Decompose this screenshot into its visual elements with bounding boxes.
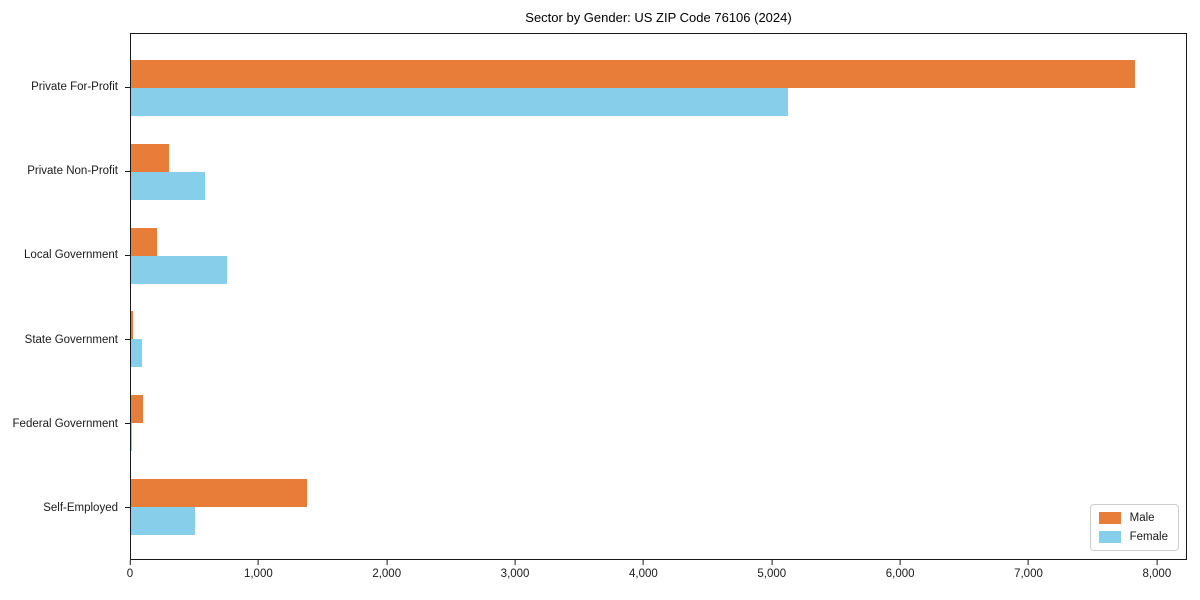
- bar-male: [131, 227, 157, 256]
- y-tick-label: State Government: [24, 333, 118, 346]
- bar-female: [131, 255, 228, 284]
- x-tick-mark: [1027, 560, 1029, 565]
- bar-group: [131, 214, 1186, 298]
- bar-male: [131, 395, 144, 424]
- x-tick: 0: [127, 560, 133, 580]
- bar-male: [131, 311, 133, 340]
- legend-item-male: Male: [1098, 512, 1168, 524]
- x-tick-label: 1,000: [243, 568, 273, 580]
- x-tick-label: 8,000: [1142, 568, 1172, 580]
- y-tick-mark: [125, 86, 130, 88]
- y-tick-label: Private Non-Profit: [27, 165, 118, 178]
- x-tick-label: 6,000: [885, 568, 915, 580]
- y-tick-mark: [125, 507, 130, 509]
- x-axis-ticks: 0 1,000 2,000 3,000 4,000 5,000 6,000 7,000 8,00…: [127, 560, 1187, 592]
- bar-male: [131, 143, 170, 172]
- x-tick-mark: [514, 560, 516, 565]
- x-tick: 1,000: [244, 560, 273, 580]
- y-tick-label: Self-Employed: [43, 501, 118, 514]
- y-tick-mark: [125, 170, 130, 172]
- x-tick-label: 4,000: [629, 568, 658, 580]
- x-tick: 7,000: [1014, 560, 1043, 580]
- x-tick-mark: [1156, 560, 1158, 565]
- x-tick-label: 7,000: [1014, 568, 1043, 580]
- plot-area: Male Female: [130, 33, 1187, 560]
- y-label-row: Private For-Profit: [0, 45, 130, 129]
- x-tick-label: 0: [126, 568, 134, 580]
- bar-group: [131, 297, 1186, 381]
- x-tick-label: 2,000: [372, 568, 402, 580]
- x-tick: 3,000: [500, 560, 530, 580]
- x-tick-label: 5,000: [757, 568, 787, 580]
- x-tick-mark: [386, 560, 388, 565]
- bar-group: [131, 46, 1186, 130]
- y-axis-labels: Private For-Profit Private Non-Profit Loca…: [0, 33, 130, 560]
- legend-label: Female: [1129, 531, 1168, 543]
- x-tick: 2,000: [372, 560, 401, 580]
- bar-group: [131, 130, 1186, 214]
- bar-group: [131, 465, 1186, 549]
- y-label-row: Federal Government: [0, 382, 130, 466]
- x-tick-mark: [771, 560, 773, 565]
- bar-rows: [131, 34, 1186, 559]
- chart-title: Sector by Gender: US ZIP Code 76106 (202…: [525, 10, 792, 25]
- bar-female: [131, 423, 133, 452]
- x-tick-mark: [899, 560, 901, 565]
- x-tick: 4,000: [629, 560, 658, 580]
- legend-swatch-female: [1098, 531, 1121, 543]
- y-label-row: State Government: [0, 298, 130, 382]
- x-tick: 6,000: [886, 560, 915, 580]
- bar-female: [131, 171, 206, 200]
- legend: Male Female: [1089, 504, 1179, 551]
- y-label-row: Private Non-Profit: [0, 129, 130, 213]
- bar-group: [131, 381, 1186, 465]
- y-label-row: Self-Employed: [0, 466, 130, 550]
- y-tick-label: Private For-Profit: [31, 81, 118, 94]
- y-tick-label: Local Government: [24, 249, 118, 262]
- bar-female: [131, 507, 196, 536]
- legend-swatch-male: [1098, 512, 1121, 524]
- bar-female: [131, 87, 789, 116]
- legend-label: Male: [1129, 512, 1155, 524]
- y-tick-label: Federal Government: [12, 417, 118, 430]
- y-tick-mark: [125, 423, 130, 425]
- y-label-row: Local Government: [0, 213, 130, 297]
- x-tick: 5,000: [757, 560, 786, 580]
- x-tick-mark: [129, 560, 131, 565]
- bar-male: [131, 479, 307, 508]
- y-tick-mark: [125, 339, 130, 341]
- bar-male: [131, 59, 1136, 88]
- x-tick-mark: [257, 560, 259, 565]
- y-tick-mark: [125, 254, 130, 256]
- x-tick: 8,000: [1142, 560, 1171, 580]
- legend-item-female: Female: [1098, 531, 1168, 543]
- x-tick-label: 3,000: [500, 568, 530, 580]
- x-tick-mark: [642, 560, 644, 565]
- bar-female: [131, 339, 142, 368]
